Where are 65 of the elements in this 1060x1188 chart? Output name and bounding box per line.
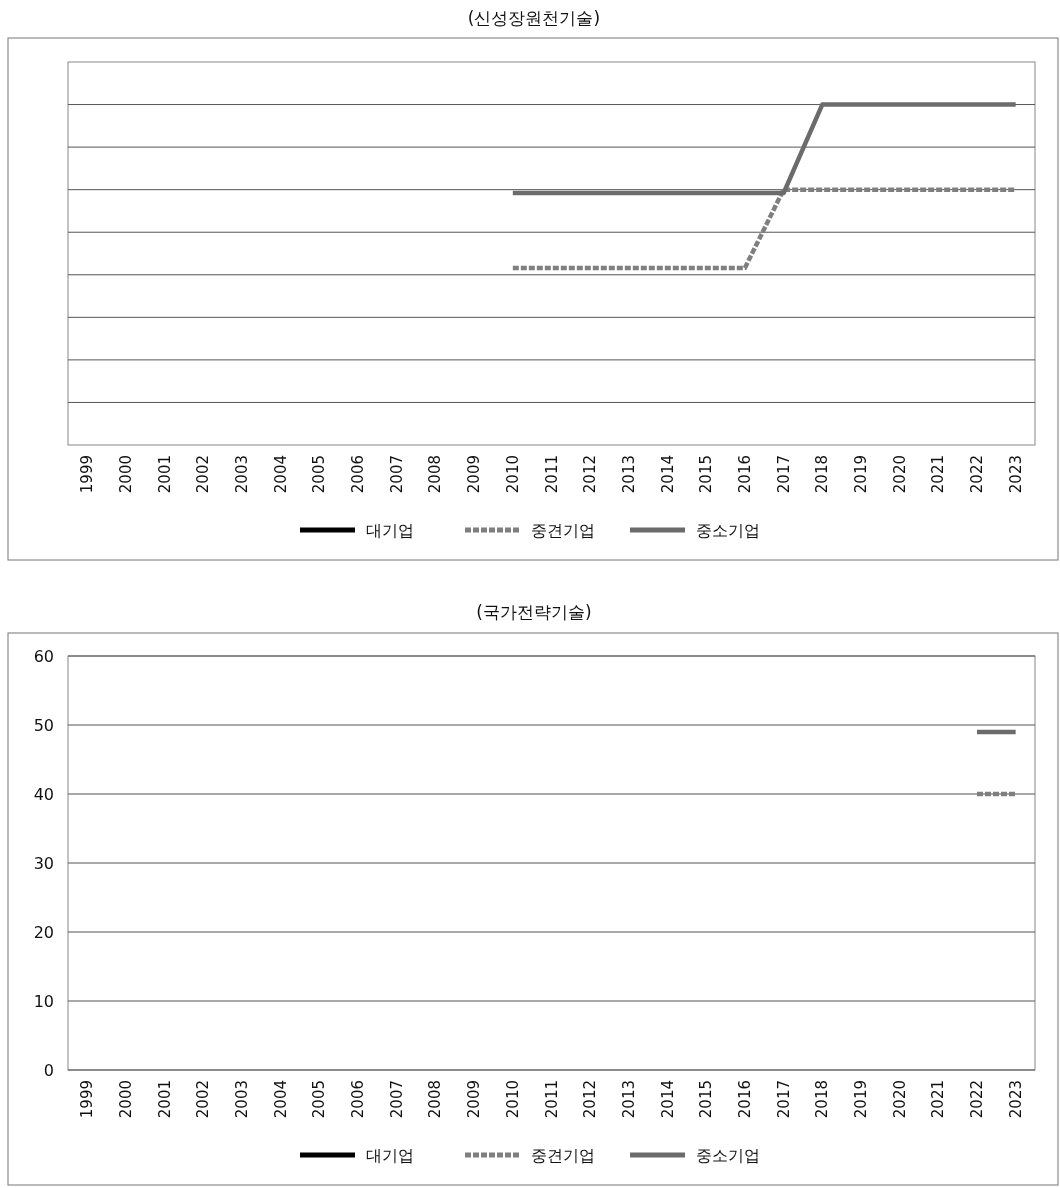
x-tick-label: 2004 bbox=[271, 1080, 290, 1119]
x-tick-label: 2010 bbox=[503, 455, 522, 494]
x-tick-label: 2000 bbox=[117, 455, 136, 494]
x-tick-label: 2015 bbox=[697, 1080, 716, 1119]
x-tick-label: 2021 bbox=[929, 455, 948, 494]
x-tick-label: 2012 bbox=[581, 455, 600, 494]
x-tick-label: 1999 bbox=[78, 455, 97, 494]
legend-label: 중소기업 bbox=[696, 1146, 760, 1165]
x-tick-label: 2008 bbox=[426, 455, 445, 494]
legend-label: 대기업 bbox=[366, 521, 414, 540]
x-tick-label: 2016 bbox=[735, 455, 754, 494]
x-tick-label: 2014 bbox=[658, 455, 677, 494]
x-tick-label: 2011 bbox=[542, 1080, 561, 1119]
chart-title: (국가전략기술) bbox=[476, 602, 592, 622]
x-tick-label: 2006 bbox=[349, 1080, 368, 1119]
x-tick-label: 2011 bbox=[542, 455, 561, 494]
x-tick-label: 2008 bbox=[426, 1080, 445, 1119]
x-tick-label: 2018 bbox=[813, 1080, 832, 1119]
x-tick-label: 2003 bbox=[233, 1080, 252, 1119]
x-tick-label: 2007 bbox=[387, 455, 406, 494]
x-tick-label: 2015 bbox=[697, 455, 716, 494]
x-tick-label: 2022 bbox=[967, 1080, 986, 1119]
x-tick-label: 2023 bbox=[1006, 455, 1025, 494]
y-tick-label: 20 bbox=[33, 923, 54, 942]
x-tick-label: 2001 bbox=[155, 455, 174, 494]
y-tick-label: 0 bbox=[43, 1061, 54, 1080]
x-tick-label: 2010 bbox=[503, 1080, 522, 1119]
legend-label: 중견기업 bbox=[531, 1146, 595, 1165]
y-tick-label: 30 bbox=[33, 854, 54, 873]
y-tick-label: 40 bbox=[33, 785, 54, 804]
x-tick-label: 2005 bbox=[310, 1080, 329, 1119]
x-tick-label: 2020 bbox=[890, 455, 909, 494]
x-tick-label: 2001 bbox=[155, 1080, 174, 1119]
legend-label: 중소기업 bbox=[696, 521, 760, 540]
legend-label: 대기업 bbox=[366, 1146, 414, 1165]
legend-label: 중견기업 bbox=[531, 521, 595, 540]
x-tick-label: 2002 bbox=[194, 455, 213, 494]
x-tick-label: 2009 bbox=[465, 1080, 484, 1119]
x-tick-label: 2003 bbox=[233, 455, 252, 494]
y-tick-label: 60 bbox=[33, 647, 54, 666]
x-tick-label: 2009 bbox=[465, 455, 484, 494]
x-tick-label: 2014 bbox=[658, 1080, 677, 1119]
x-tick-label: 2019 bbox=[851, 1080, 870, 1119]
x-tick-label: 2013 bbox=[619, 1080, 638, 1119]
y-tick-label: 50 bbox=[33, 716, 54, 735]
x-tick-label: 2013 bbox=[619, 455, 638, 494]
x-tick-label: 2018 bbox=[813, 455, 832, 494]
x-tick-label: 2017 bbox=[774, 1080, 793, 1119]
x-tick-label: 2016 bbox=[735, 1080, 754, 1119]
x-tick-label: 2019 bbox=[851, 455, 870, 494]
x-tick-label: 2000 bbox=[117, 1080, 136, 1119]
chart-title: (신성장원천기술) bbox=[467, 8, 601, 28]
x-tick-label: 2021 bbox=[929, 1080, 948, 1119]
x-tick-label: 2002 bbox=[194, 1080, 213, 1119]
x-tick-label: 2020 bbox=[890, 1080, 909, 1119]
y-tick-label: 10 bbox=[33, 992, 54, 1011]
x-tick-label: 2012 bbox=[581, 1080, 600, 1119]
x-tick-label: 2022 bbox=[967, 455, 986, 494]
x-tick-label: 2023 bbox=[1006, 1080, 1025, 1119]
x-tick-label: 2017 bbox=[774, 455, 793, 494]
x-tick-label: 2007 bbox=[387, 1080, 406, 1119]
x-tick-label: 2005 bbox=[310, 455, 329, 494]
x-tick-label: 1999 bbox=[78, 1080, 97, 1119]
x-tick-label: 2006 bbox=[349, 455, 368, 494]
x-tick-label: 2004 bbox=[271, 455, 290, 494]
